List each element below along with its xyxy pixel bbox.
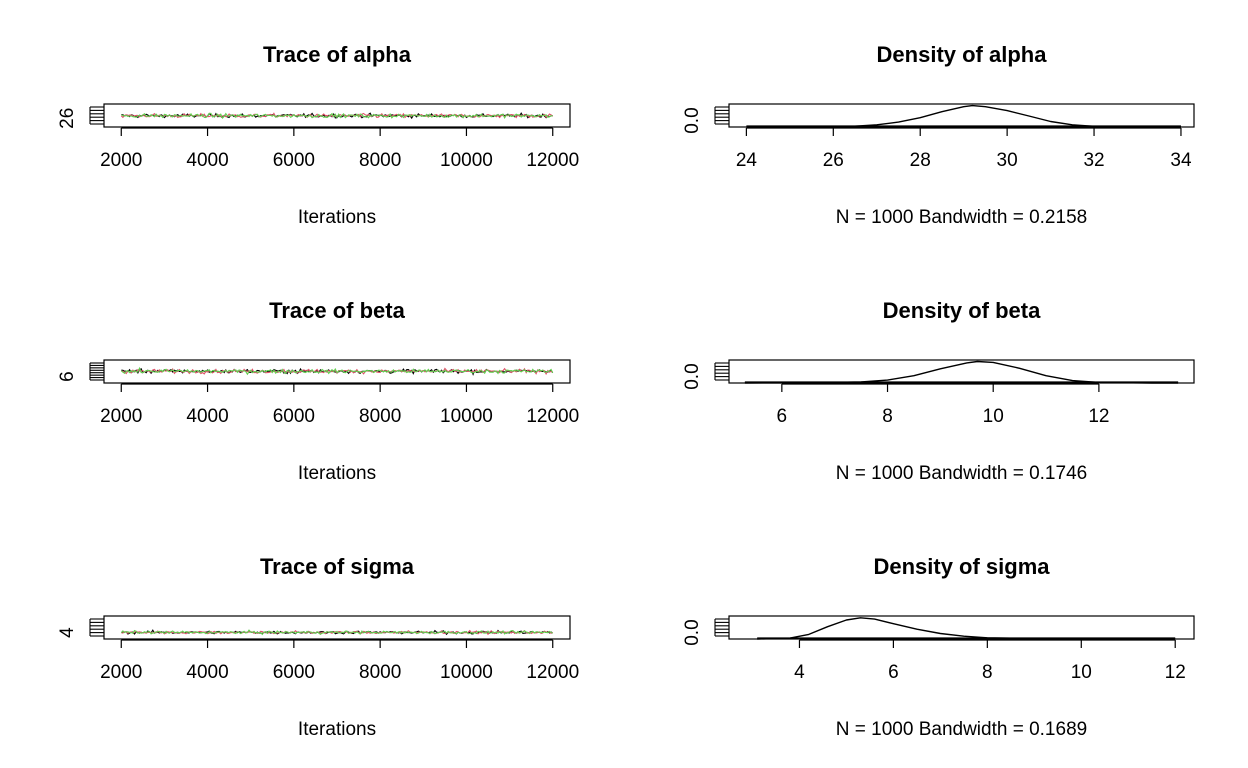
x-tick-label: 30 bbox=[997, 150, 1018, 171]
y-axis: 0.0 bbox=[682, 618, 729, 646]
x-axis-label: Iterations bbox=[298, 463, 376, 484]
x-tick-label: 26 bbox=[823, 150, 844, 171]
x-tick-label: 12000 bbox=[526, 662, 579, 683]
x-tick-label: 10 bbox=[983, 406, 1004, 427]
y-axis: 26 bbox=[57, 106, 104, 129]
panel-title: Density of beta bbox=[883, 298, 1041, 323]
x-axis: 6 8 10 12 bbox=[777, 383, 1109, 427]
panel-title: Density of sigma bbox=[873, 554, 1050, 579]
plot-box bbox=[728, 615, 1195, 640]
x-tick-label: 28 bbox=[910, 150, 931, 171]
x-tick-label: 12 bbox=[1088, 406, 1109, 427]
x-tick-label: 6000 bbox=[273, 150, 315, 171]
plot-box bbox=[103, 359, 571, 384]
plot-box bbox=[103, 615, 571, 640]
panel-density-beta: Density of beta 6 8 10 12 N = 1000 Bandwidth … bbox=[682, 298, 1195, 484]
plot-box bbox=[728, 103, 1195, 128]
y-tick-label: 0.0 bbox=[682, 619, 703, 645]
x-axis-label: Iterations bbox=[298, 207, 376, 228]
x-tick-label: 10000 bbox=[440, 150, 493, 171]
y-tick-label: 0.0 bbox=[682, 107, 703, 133]
x-axis: 24 26 28 30 32 34 bbox=[736, 127, 1192, 171]
x-axis-label: N = 1000 Bandwidth = 0.1689 bbox=[836, 719, 1087, 740]
y-axis: 4 bbox=[57, 618, 104, 638]
y-axis: 6 bbox=[57, 362, 104, 382]
x-tick-label: 8000 bbox=[359, 406, 401, 427]
panel-trace-beta: Trace of beta 2000 4000 6000 8000 10000 12000 I… bbox=[57, 298, 579, 484]
x-tick-label: 6000 bbox=[273, 662, 315, 683]
trace-chain-3 bbox=[120, 366, 554, 376]
x-axis-label: N = 1000 Bandwidth = 0.1746 bbox=[836, 463, 1087, 484]
x-tick-label: 6 bbox=[888, 662, 899, 683]
x-tick-label: 8 bbox=[982, 662, 993, 683]
panel-title: Density of alpha bbox=[877, 42, 1048, 67]
panel-title: Trace of beta bbox=[269, 298, 405, 323]
plot-box bbox=[103, 103, 571, 128]
x-tick-label: 2000 bbox=[100, 150, 142, 171]
x-tick-label: 32 bbox=[1083, 150, 1104, 171]
x-tick-label: 2000 bbox=[100, 406, 142, 427]
panel-title: Trace of sigma bbox=[260, 554, 415, 579]
x-axis: 4 6 8 10 12 bbox=[794, 639, 1186, 683]
panel-title: Trace of alpha bbox=[263, 42, 412, 67]
y-tick-label: 0.0 bbox=[682, 363, 703, 389]
x-tick-label: 10000 bbox=[440, 662, 493, 683]
x-axis: 2000 4000 6000 8000 10000 12000 bbox=[100, 383, 579, 427]
trace-chain-3 bbox=[120, 629, 553, 636]
plot-box bbox=[728, 359, 1195, 384]
x-tick-label: 12 bbox=[1165, 662, 1186, 683]
x-tick-label: 8 bbox=[882, 406, 893, 427]
panel-trace-sigma: Trace of sigma 2000 4000 6000 8000 10000 12000… bbox=[57, 554, 579, 740]
x-tick-label: 12000 bbox=[526, 406, 579, 427]
y-axis: 0.0 bbox=[682, 362, 729, 390]
x-tick-label: 2000 bbox=[100, 662, 142, 683]
trace-chain-3 bbox=[121, 112, 553, 120]
x-tick-label: 24 bbox=[736, 150, 758, 171]
panel-density-sigma: Density of sigma 4 6 8 10 12 N = 1000 Bandwidt… bbox=[682, 554, 1195, 740]
y-tick-label: 26 bbox=[57, 108, 78, 129]
x-tick-label: 4000 bbox=[186, 662, 228, 683]
x-axis-label: Iterations bbox=[298, 719, 376, 740]
y-tick-label: 4 bbox=[57, 627, 78, 638]
panel-trace-alpha: Trace of alpha 2000 4000 6000 8000 10000 12000… bbox=[57, 42, 579, 228]
x-tick-label: 8000 bbox=[359, 662, 401, 683]
y-axis: 0.0 bbox=[682, 106, 729, 134]
x-tick-label: 10 bbox=[1071, 662, 1092, 683]
x-tick-label: 10000 bbox=[440, 406, 493, 427]
x-tick-label: 4 bbox=[794, 662, 805, 683]
x-tick-label: 6 bbox=[777, 406, 788, 427]
y-tick-label: 6 bbox=[57, 371, 78, 382]
x-tick-label: 4000 bbox=[186, 150, 228, 171]
density-curve bbox=[746, 104, 1182, 128]
panel-density-alpha: Density of alpha 24 26 28 30 32 34 N = 1000 Ban… bbox=[682, 42, 1195, 228]
density-curve bbox=[757, 617, 1176, 640]
x-axis: 2000 4000 6000 8000 10000 12000 bbox=[100, 639, 579, 683]
x-tick-label: 12000 bbox=[526, 150, 579, 171]
x-tick-label: 6000 bbox=[273, 406, 315, 427]
x-tick-label: 8000 bbox=[359, 150, 401, 171]
x-tick-label: 34 bbox=[1170, 150, 1192, 171]
x-tick-label: 4000 bbox=[186, 406, 228, 427]
x-axis-label: N = 1000 Bandwidth = 0.2158 bbox=[836, 207, 1087, 228]
density-curve bbox=[744, 360, 1179, 384]
x-axis: 2000 4000 6000 8000 10000 12000 bbox=[100, 127, 579, 171]
